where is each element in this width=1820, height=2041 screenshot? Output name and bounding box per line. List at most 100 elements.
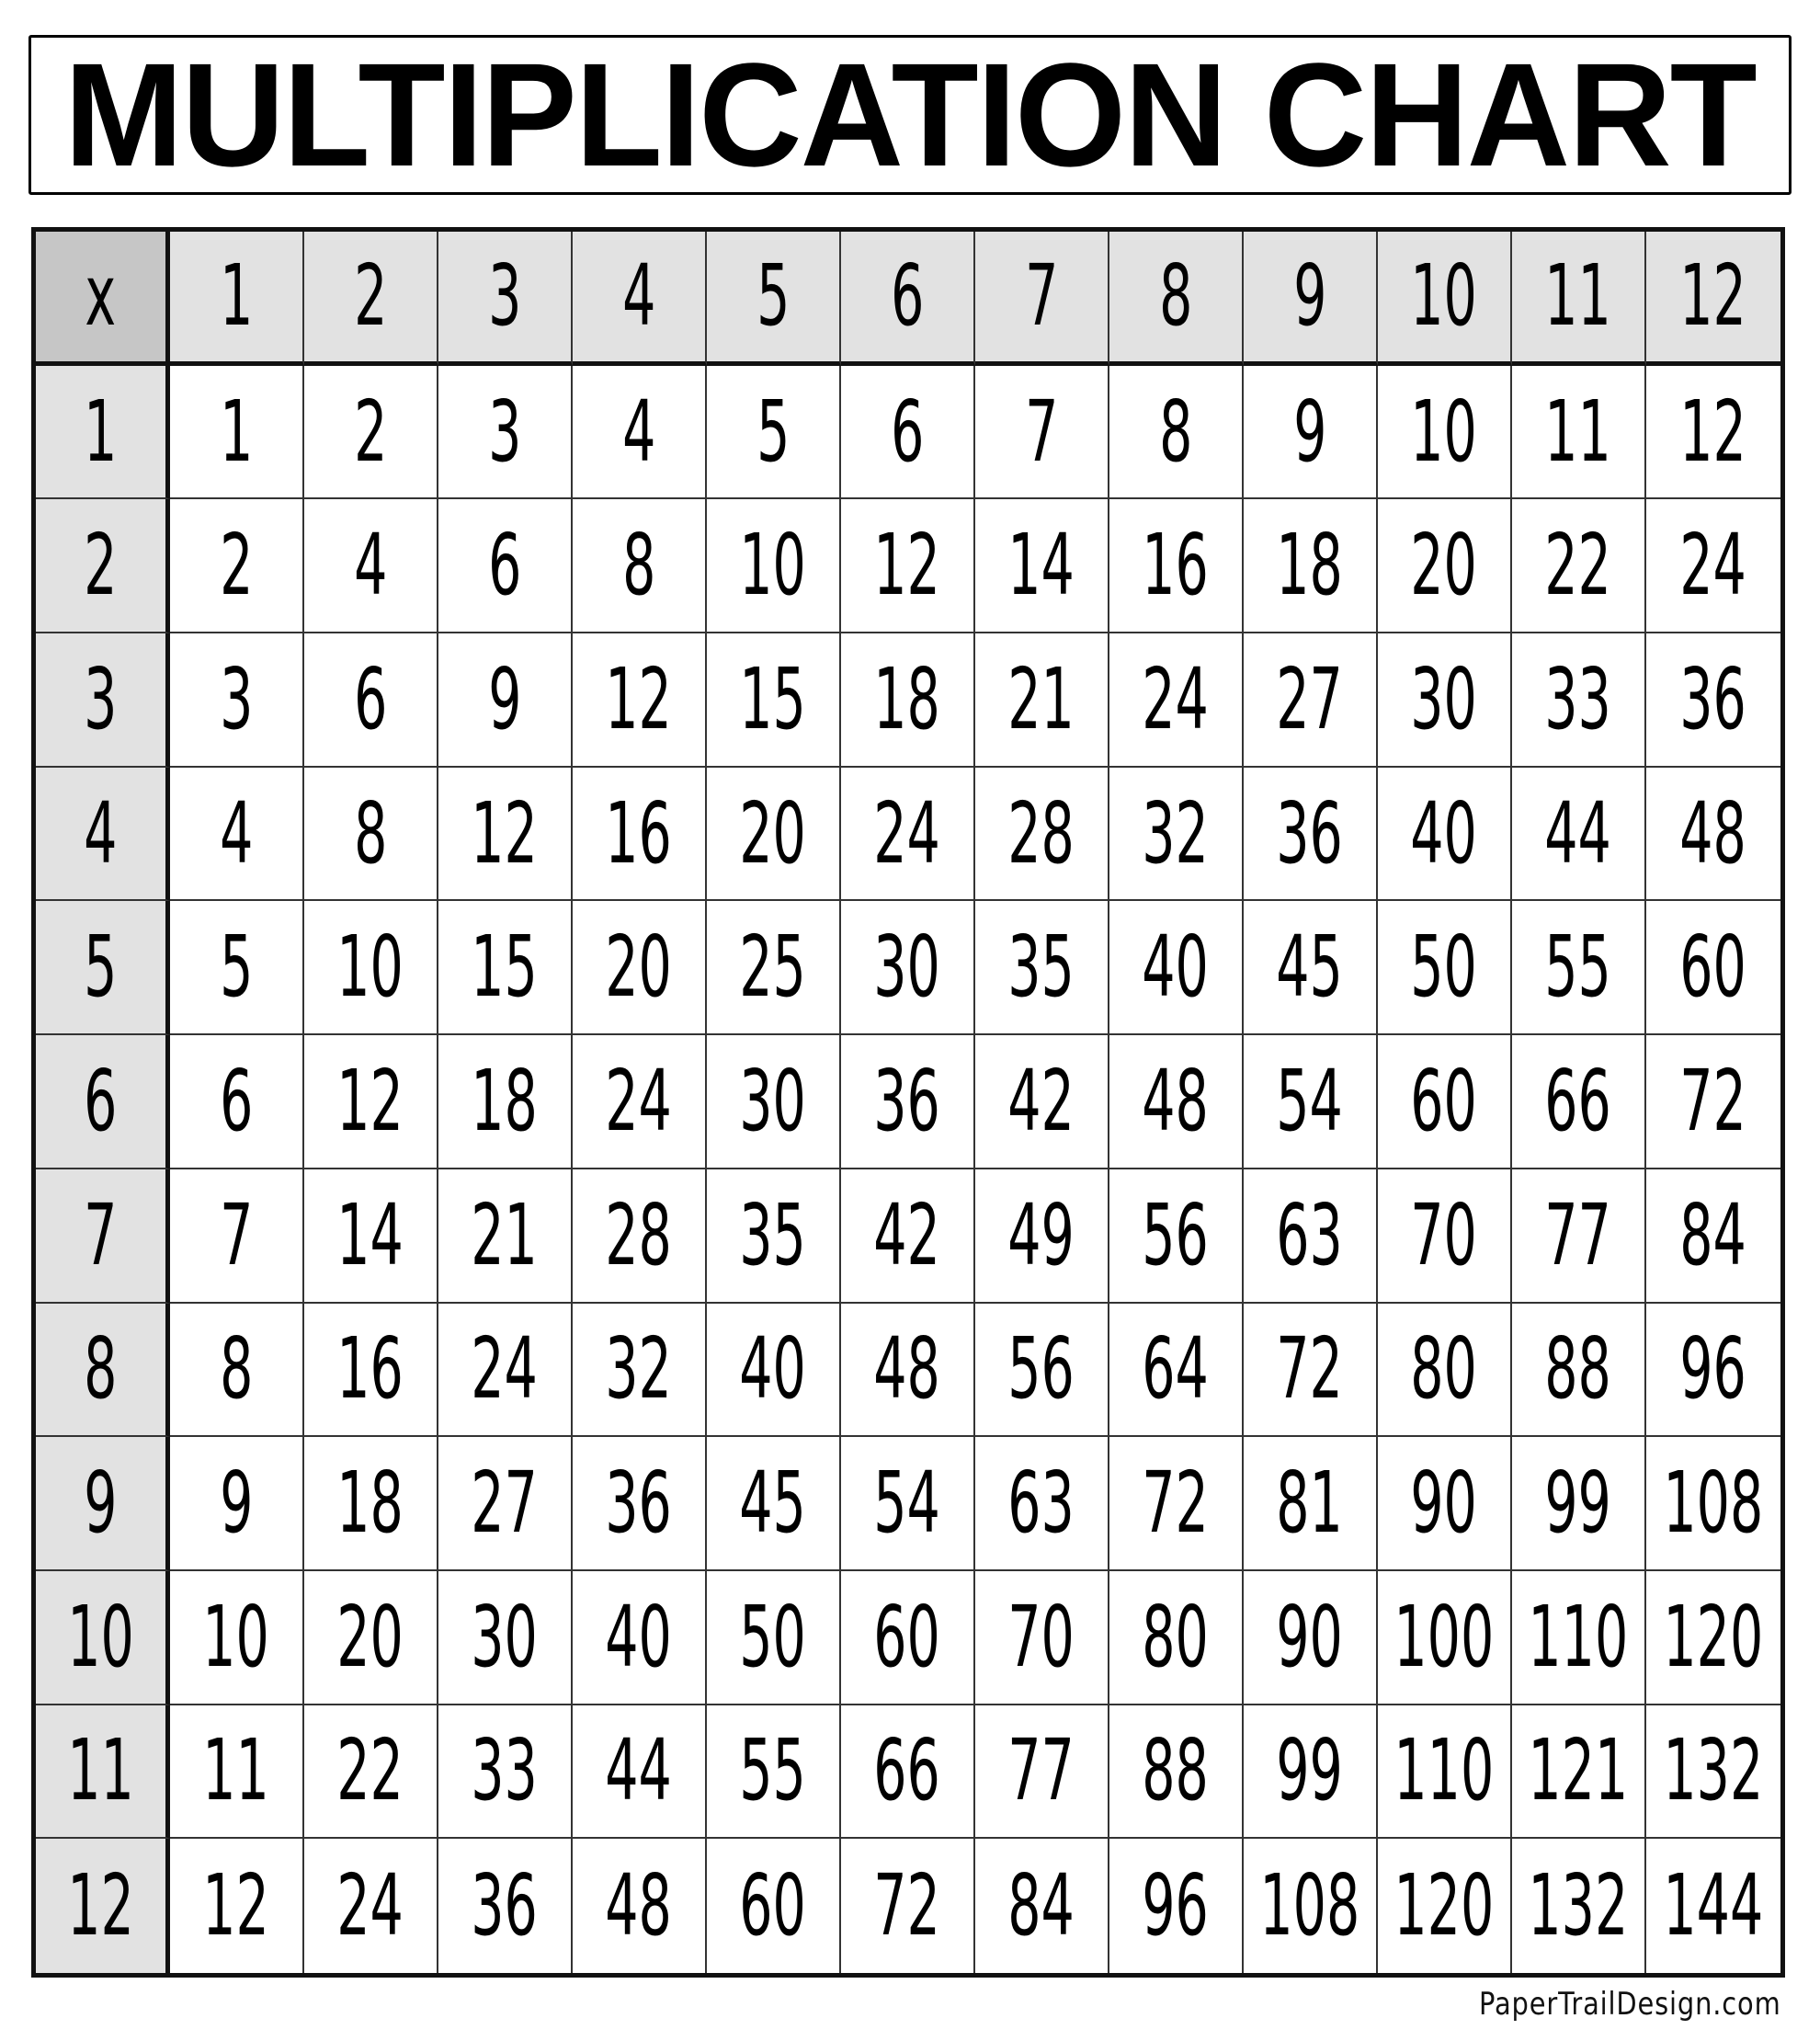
product-cell: 88 [1109,1705,1244,1840]
product-cell-text: 110 [1528,1587,1629,1686]
product-cell-text: 50 [1410,918,1478,1017]
product-cell-text: 24 [336,1856,404,1955]
product-cell: 8 [170,1303,304,1438]
product-cell: 5 [170,901,304,1036]
product-cell-text: 63 [1276,1185,1344,1284]
product-cell-text: 3 [487,382,522,481]
product-cell-text: 96 [1679,1319,1747,1419]
product-cell: 24 [304,1839,438,1973]
product-cell-text: 48 [605,1856,673,1955]
row-header: 5 [36,901,170,1036]
row-header: 9 [36,1437,170,1571]
product-cell: 8 [573,499,707,634]
row-header-text: 2 [84,516,118,615]
product-cell-text: 24 [471,1319,539,1419]
product-cell: 18 [841,633,975,768]
product-cell-text: 90 [1276,1587,1344,1686]
product-cell-text: 88 [1544,1319,1612,1419]
product-cell: 110 [1378,1705,1512,1840]
product-cell: 21 [438,1169,573,1304]
product-cell: 40 [1109,901,1244,1036]
product-cell: 4 [573,365,707,500]
product-cell: 81 [1244,1437,1378,1571]
product-cell-text: 55 [739,1721,807,1820]
row-header-text: 8 [84,1319,118,1419]
product-cell-text: 21 [471,1185,539,1284]
product-cell: 36 [573,1437,707,1571]
product-cell-text: 36 [1276,783,1344,883]
product-cell: 4 [170,767,304,902]
product-cell: 77 [975,1705,1109,1840]
product-cell-text: 14 [336,1185,404,1284]
product-cell: 21 [975,633,1109,768]
product-cell-text: 12 [605,649,673,748]
product-cell: 72 [1244,1303,1378,1438]
product-cell-text: 18 [873,649,941,748]
column-header: 4 [573,232,707,366]
product-cell: 108 [1244,1839,1378,1973]
product-cell-text: 36 [605,1454,673,1553]
product-cell-text: 110 [1393,1721,1495,1820]
column-header-text: 3 [487,246,522,346]
product-cell-text: 6 [890,382,925,481]
column-header: 8 [1109,232,1244,366]
product-cell: 16 [1109,499,1244,634]
column-header-text: 8 [1158,246,1193,346]
product-cell: 20 [1378,499,1512,634]
product-cell: 28 [573,1169,707,1304]
product-cell: 80 [1109,1570,1244,1705]
product-cell: 9 [170,1437,304,1571]
product-cell: 18 [1244,499,1378,634]
product-cell-text: 33 [471,1721,539,1820]
product-cell: 36 [1646,633,1780,768]
product-cell-text: 40 [739,1319,807,1419]
product-cell-text: 10 [739,516,807,615]
product-cell: 35 [707,1169,841,1304]
product-cell: 6 [170,1035,304,1169]
row-header: 11 [36,1705,170,1840]
column-header: 10 [1378,232,1512,366]
column-header: 3 [438,232,573,366]
product-cell-text: 12 [471,783,539,883]
column-header-text: 12 [1679,246,1747,346]
product-cell: 18 [438,1035,573,1169]
product-cell-text: 12 [1679,382,1747,481]
product-cell-text: 10 [1410,382,1478,481]
product-cell-text: 28 [1007,783,1075,883]
product-cell: 12 [304,1035,438,1169]
product-cell: 30 [707,1035,841,1169]
product-cell-text: 15 [739,649,807,748]
row-header: 10 [36,1570,170,1705]
product-cell-text: 30 [739,1051,807,1150]
product-cell: 9 [438,633,573,768]
row-header: 6 [36,1035,170,1169]
product-cell-text: 32 [1142,783,1210,883]
product-cell-text: 32 [605,1319,673,1419]
product-cell: 45 [1244,901,1378,1036]
product-cell-text: 20 [1410,516,1478,615]
product-cell: 100 [1378,1570,1512,1705]
row-header: 8 [36,1303,170,1438]
product-cell: 40 [573,1570,707,1705]
product-cell-text: 5 [219,918,254,1017]
product-cell-text: 96 [1142,1856,1210,1955]
product-cell-text: 40 [1142,918,1210,1017]
product-cell-text: 12 [336,1051,404,1150]
product-cell: 14 [304,1169,438,1304]
product-cell: 8 [304,767,438,902]
product-cell: 8 [1109,365,1244,500]
product-cell-text: 10 [202,1587,270,1686]
product-cell: 4 [304,499,438,634]
product-cell: 66 [841,1705,975,1840]
product-cell: 27 [438,1437,573,1571]
corner-cell-text: x [85,246,117,346]
product-cell-text: 66 [1544,1051,1612,1150]
product-cell-text: 42 [1007,1051,1075,1150]
row-header-text: 11 [67,1721,134,1820]
column-header: 7 [975,232,1109,366]
product-cell: 54 [1244,1035,1378,1169]
product-cell: 20 [304,1570,438,1705]
product-cell-text: 66 [873,1721,941,1820]
page-title: MULTIPLICATION CHART [64,35,1757,195]
product-cell: 60 [707,1839,841,1973]
